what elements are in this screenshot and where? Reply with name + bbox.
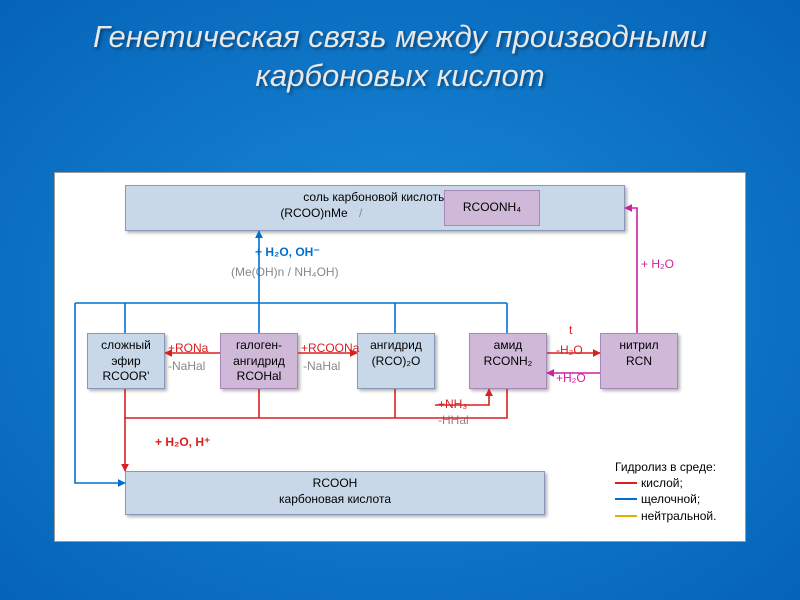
- annot-bottom-h2o-h: + H₂O, H⁺: [155, 435, 210, 449]
- diagram-canvas: соль карбоновой кислоты (RCOO)nMe / RCOO…: [54, 172, 746, 542]
- annot-nahal1: -NaHal: [168, 359, 205, 373]
- legend-row-acid: кислой;: [615, 475, 716, 491]
- amide-formula: RCONH₂: [476, 354, 540, 370]
- amide-label: амид: [476, 338, 540, 354]
- halide-label: галоген-ангидрид: [227, 338, 291, 369]
- node-amide: амид RCONH₂: [469, 333, 547, 389]
- legend-swatch-neutral: [615, 515, 637, 517]
- annot-rona: +RONa: [168, 341, 208, 355]
- slide-title: Генетическая связь между производными ка…: [0, 0, 800, 108]
- salt-sep: /: [359, 206, 362, 220]
- annot-minus-h2o: -H₂O: [556, 343, 583, 357]
- salt-formula-left: (RCOO)nMe: [280, 206, 347, 220]
- legend-title: Гидролиз в среде:: [615, 459, 716, 475]
- salt-formula-right-box: RCOONH₄: [444, 190, 540, 226]
- legend-label-acid: кислой;: [641, 475, 683, 491]
- annot-meoh: (Me(OH)n / NH₄OH): [231, 265, 339, 279]
- annot-hhal: -HHal: [438, 413, 469, 427]
- annot-nh3: +NH₃: [438, 397, 467, 411]
- legend: Гидролиз в среде: кислой; щелочной; нейт…: [615, 459, 716, 524]
- nitrile-label: нитрил: [607, 338, 671, 354]
- halide-formula: RCOHal: [227, 369, 291, 385]
- legend-row-neutral: нейтральной.: [615, 508, 716, 524]
- node-ester: сложный эфир RCOOR': [87, 333, 165, 389]
- annot-rcoona: +RCOONa: [301, 341, 359, 355]
- anhyd-label: ангидрид: [364, 338, 428, 354]
- annot-h2o-oh: + H₂O, OH⁻: [255, 245, 320, 259]
- node-salt: соль карбоновой кислоты (RCOO)nMe / RCOO…: [125, 185, 625, 231]
- legend-swatch-acid: [615, 482, 637, 484]
- salt-label: соль карбоновой кислоты: [132, 190, 618, 206]
- ester-formula: RCOOR': [94, 369, 158, 385]
- legend-row-basic: щелочной;: [615, 491, 716, 507]
- node-halide: галоген-ангидрид RCOHal: [220, 333, 298, 389]
- legend-swatch-basic: [615, 498, 637, 500]
- node-acid: RCOOH карбоновая кислота: [125, 471, 545, 515]
- legend-label-basic: щелочной;: [641, 491, 700, 507]
- annot-right-h2o: + H₂O: [641, 257, 674, 271]
- nitrile-formula: RCN: [607, 354, 671, 370]
- acid-label: карбоновая кислота: [132, 492, 538, 508]
- annot-nahal2: -NaHal: [303, 359, 340, 373]
- legend-label-neutral: нейтральной.: [641, 508, 716, 524]
- salt-formula-right: RCOONH₄: [463, 200, 521, 216]
- node-anhydride: ангидрид (RCO)₂O: [357, 333, 435, 389]
- anhyd-formula: (RCO)₂O: [364, 354, 428, 370]
- ester-label: сложный эфир: [94, 338, 158, 369]
- annot-plus-h2o2: +H₂O: [556, 371, 586, 385]
- annot-t: t: [569, 323, 572, 337]
- acid-formula: RCOOH: [132, 476, 538, 492]
- node-nitrile: нитрил RCN: [600, 333, 678, 389]
